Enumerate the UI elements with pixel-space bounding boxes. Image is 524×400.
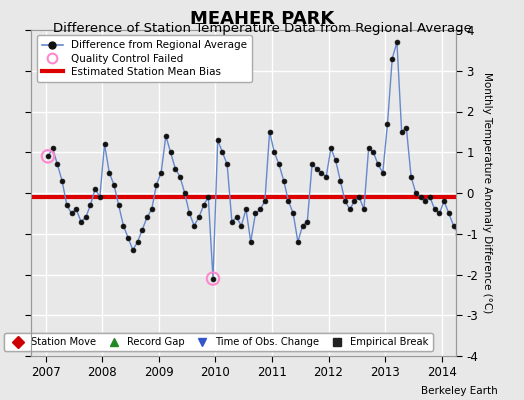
Text: MEAHER PARK: MEAHER PARK (190, 10, 334, 28)
Text: Difference of Station Temperature Data from Regional Average: Difference of Station Temperature Data f… (52, 22, 472, 35)
Point (209, 275, 217, 282)
Point (44, 153, 52, 160)
Legend: Station Move, Record Gap, Time of Obs. Change, Empirical Break: Station Move, Record Gap, Time of Obs. C… (4, 333, 433, 351)
Text: Berkeley Earth: Berkeley Earth (421, 386, 498, 396)
Y-axis label: Monthly Temperature Anomaly Difference (°C): Monthly Temperature Anomaly Difference (… (482, 72, 493, 314)
